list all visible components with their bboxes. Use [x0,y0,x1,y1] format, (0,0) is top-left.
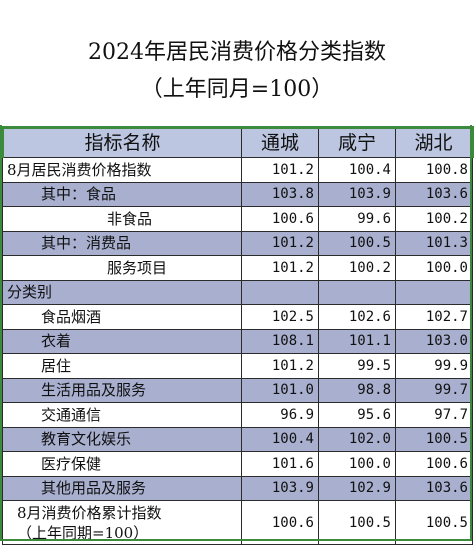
table-row: 其他用品及服务 103.9 102.9 103.6 [2,475,473,501]
table-row: 医疗保健 101.6 100.0 100.6 [2,451,473,477]
table-row: 其中：食品 103.8 103.9 103.6 [2,181,473,207]
value-cell: 100.8 [395,157,473,183]
cumulative-label: 8月消费价格累计指数 （上年同期=100） [2,500,242,545]
table-row: 教育文化娱乐 100.4 102.0 100.5 [2,426,473,452]
value-cell: 100.4 [318,157,396,183]
row-label: 交通通信 [2,402,242,428]
value-cell: 95.6 [318,402,396,428]
title-main: 2024年居民消费价格分类指数 [88,40,386,65]
value-cell: 103.9 [318,181,396,207]
row-label: 衣着 [2,328,242,354]
value-cell: 101.1 [318,328,396,354]
row-label: 分类别 [2,279,242,305]
value-cell: 96.9 [241,402,319,428]
row-label: 教育文化娱乐 [2,426,242,452]
value-cell: 103.9 [241,475,319,501]
value-cell: 100.5 [318,230,396,256]
value-cell: 100.4 [241,426,319,452]
value-cell: 100.2 [395,206,473,232]
value-cell: 100.5 [318,500,396,545]
cumulative-label-line1: 8月消费价格累计指数 [17,503,162,522]
column-header: 湖北 [395,126,474,158]
value-cell: 102.0 [318,426,396,452]
value-cell: 100.6 [241,206,319,232]
column-header: 通城 [241,126,319,158]
table-row: 食品烟酒 102.5 102.6 102.7 [2,304,473,330]
value-cell: 100.0 [318,451,396,477]
value-cell: 102.7 [395,304,473,330]
value-cell: 102.5 [241,304,319,330]
title-subtitle: （上年同月=100） [140,77,334,102]
row-label: 其他用品及服务 [2,475,242,501]
value-cell [241,279,319,305]
value-cell: 102.6 [318,304,396,330]
table-row: 生活用品及服务 101.0 98.8 99.7 [2,377,473,403]
value-cell: 99.6 [318,206,396,232]
table-row: 其中：消费品 101.2 100.5 101.3 [2,230,473,256]
price-index-table: 指标名称 通城 咸宁 湖北 8月居民消费价格指数 101.2 100.4 100.8 其… [1,126,474,545]
table-row: 居住 101.2 99.5 99.9 [2,353,473,379]
value-cell: 97.7 [395,402,473,428]
value-cell: 99.5 [318,353,396,379]
value-cell: 100.6 [241,500,319,545]
value-cell: 100.6 [395,451,473,477]
column-header: 咸宁 [318,126,396,158]
row-label: 医疗保健 [2,451,242,477]
value-cell: 103.0 [395,328,473,354]
value-cell: 100.5 [395,426,473,452]
row-label: 其中：食品 [2,181,242,207]
value-cell: 99.9 [395,353,473,379]
cumulative-row: 8月消费价格累计指数 （上年同期=100） 100.6 100.5 100.5 [2,500,473,545]
value-cell: 100.5 [395,500,473,545]
table-body: 8月居民消费价格指数 101.2 100.4 100.8 其中：食品 103.8 103.9… [2,157,473,545]
row-label: 生活用品及服务 [2,377,242,403]
table-row: 服务项目 101.2 100.2 100.0 [2,255,473,281]
value-cell: 103.6 [395,475,473,501]
row-label: 居住 [2,353,242,379]
value-cell: 103.6 [395,181,473,207]
value-cell: 101.2 [241,353,319,379]
value-cell: 101.3 [395,230,473,256]
value-cell [395,279,473,305]
table-header-row: 指标名称 通城 咸宁 湖北 [1,126,474,158]
row-label: 8月居民消费价格指数 [2,157,242,183]
value-cell: 100.0 [395,255,473,281]
value-cell: 108.1 [241,328,319,354]
value-cell: 101.2 [241,255,319,281]
value-cell: 101.0 [241,377,319,403]
value-cell: 101.2 [241,157,319,183]
value-cell: 102.9 [318,475,396,501]
table-row: 分类别 [2,279,473,305]
column-header: 指标名称 [1,126,242,158]
row-label: 其中：消费品 [2,230,242,256]
table-row: 交通通信 96.9 95.6 97.7 [2,402,473,428]
table-row: 非食品 100.6 99.6 100.2 [2,206,473,232]
row-label: 食品烟酒 [2,304,242,330]
value-cell: 98.8 [318,377,396,403]
value-cell: 99.7 [395,377,473,403]
value-cell [318,279,396,305]
row-label: 非食品 [2,206,242,232]
row-label: 服务项目 [2,255,242,281]
cumulative-label-line2: （上年同期=100） [17,523,149,542]
value-cell: 100.2 [318,255,396,281]
value-cell: 101.2 [241,230,319,256]
table-row: 8月居民消费价格指数 101.2 100.4 100.8 [2,157,473,183]
value-cell: 101.6 [241,451,319,477]
value-cell: 103.8 [241,181,319,207]
table-row: 衣着 108.1 101.1 103.0 [2,328,473,354]
page-title: 2024年居民消费价格分类指数 （上年同月=100） [0,0,474,124]
